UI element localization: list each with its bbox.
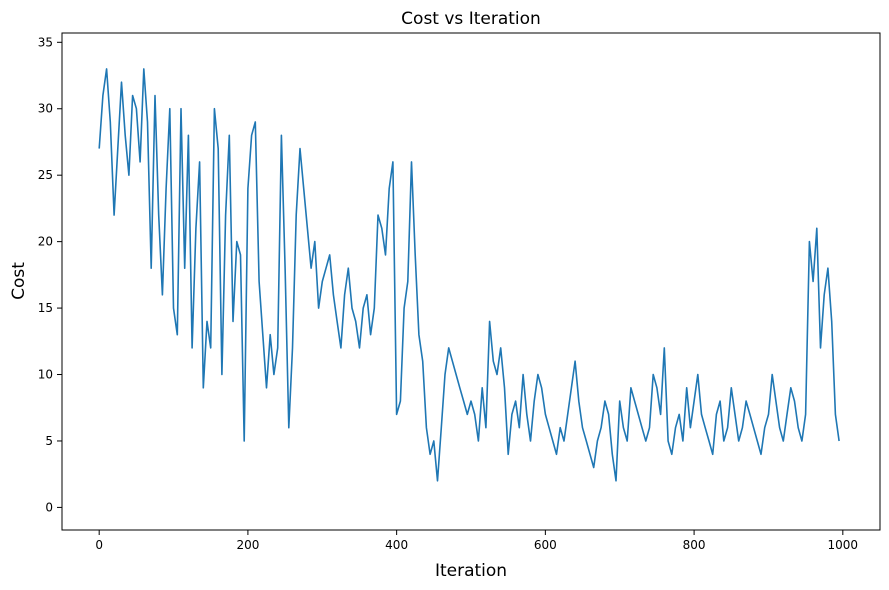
x-tick-label: 600 bbox=[534, 538, 557, 552]
x-tick-label: 800 bbox=[683, 538, 706, 552]
chart-title: Cost vs Iteration bbox=[401, 9, 541, 29]
x-tick-label: 200 bbox=[236, 538, 259, 552]
x-axis-label: Iteration bbox=[435, 561, 507, 581]
x-axis-ticks: 0 200 400 600 800 1000 bbox=[95, 530, 858, 552]
x-tick-label: 1000 bbox=[828, 538, 859, 552]
y-tick-label: 30 bbox=[38, 102, 53, 116]
y-tick-label: 5 bbox=[45, 434, 53, 448]
cost-series-line bbox=[98, 68, 840, 482]
y-axis-label: Cost bbox=[9, 262, 29, 300]
y-tick-label: 10 bbox=[38, 368, 53, 382]
y-tick-label: 15 bbox=[38, 301, 53, 315]
y-tick-label: 25 bbox=[38, 168, 53, 182]
x-tick-label: 0 bbox=[95, 538, 103, 552]
plot-area bbox=[61, 32, 881, 531]
y-tick-label: 0 bbox=[45, 500, 53, 514]
y-axis-ticks: 0 5 10 15 20 25 30 35 bbox=[38, 35, 62, 514]
plot-frame bbox=[61, 32, 881, 531]
y-tick-label: 35 bbox=[38, 35, 53, 49]
y-tick-label: 20 bbox=[38, 235, 53, 249]
x-tick-label: 400 bbox=[385, 538, 408, 552]
